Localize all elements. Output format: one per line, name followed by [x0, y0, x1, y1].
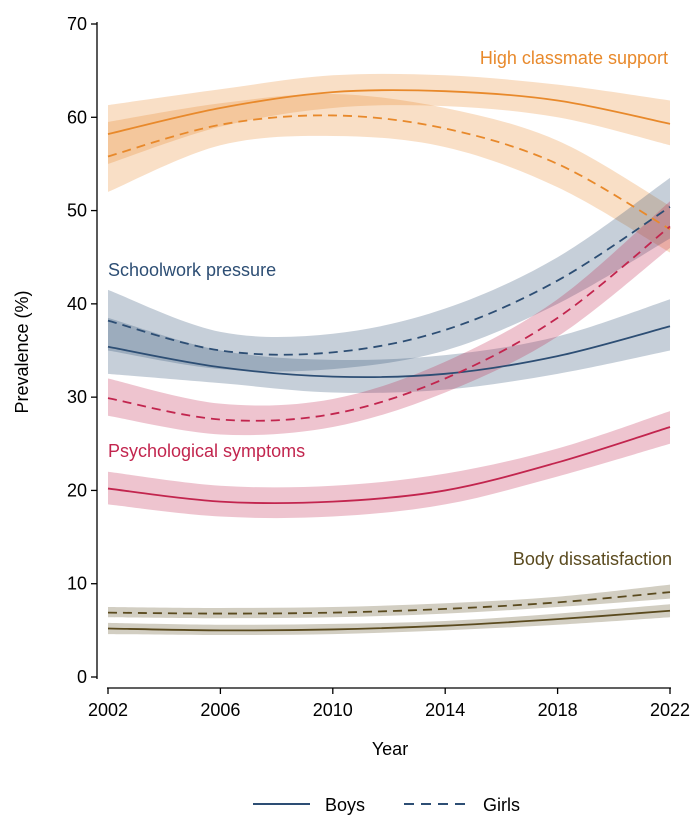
high-classmate-support-boys-line — [107, 89, 671, 135]
x-ticks: 2002 2006 2010 2014 2018 2022 — [88, 688, 690, 720]
schoolwork-pressure-label: Schoolwork pressure — [108, 260, 276, 280]
legend-label-girls: Girls — [483, 795, 520, 815]
y-tick-label: 0 — [77, 667, 87, 687]
y-axis-title: Prevalence (%) — [12, 290, 32, 413]
psychological-symptoms-boys-ci-band — [108, 411, 670, 519]
y-tick-label: 50 — [67, 201, 87, 221]
schoolwork-pressure-boys-line — [107, 325, 671, 379]
psychological-symptoms-girls-line — [107, 225, 671, 422]
body-dissatisfaction-boys-line — [107, 609, 671, 632]
psychological-symptoms-boys-line — [107, 426, 671, 505]
legend-label-boys: Boys — [325, 795, 365, 815]
schoolwork-pressure-girls-line — [107, 206, 671, 356]
x-tick-label: 2006 — [200, 700, 240, 720]
y-tick-label: 60 — [67, 107, 87, 127]
y-tick-label: 10 — [67, 574, 87, 594]
x-tick-label: 2022 — [650, 700, 690, 720]
schoolwork-pressure-girls-ci-band — [108, 177, 670, 372]
body-dissatisfaction-label: Body dissatisfaction — [513, 549, 672, 569]
x-axis-title: Year — [372, 739, 408, 759]
high-classmate-support-label: High classmate support — [480, 48, 668, 68]
body-dissatisfaction-boys-ci-band — [108, 604, 670, 636]
series-labels: High classmate support Schoolwork pressur… — [108, 48, 672, 569]
x-tick-label: 2010 — [313, 700, 353, 720]
x-tick-label: 2018 — [538, 700, 578, 720]
y-ticks: 0 10 20 30 40 50 60 70 — [67, 14, 97, 687]
psychological-symptoms-label: Psychological symptoms — [108, 441, 305, 461]
high-classmate-support-girls-line — [107, 114, 671, 231]
y-tick-label: 20 — [67, 480, 87, 500]
body-dissatisfaction-girls-ci-band — [108, 584, 670, 619]
x-tick-label: 2002 — [88, 700, 128, 720]
x-tick-label: 2014 — [425, 700, 465, 720]
y-tick-label: 70 — [67, 14, 87, 34]
schoolwork-pressure-boys-ci-band — [108, 299, 670, 393]
high-classmate-support-girls-ci-band — [108, 93, 670, 253]
y-tick-label: 30 — [67, 387, 87, 407]
y-tick-label: 40 — [67, 294, 87, 314]
axes — [96, 22, 671, 689]
series-lines — [107, 89, 671, 632]
legend: Boys Girls — [253, 795, 520, 815]
